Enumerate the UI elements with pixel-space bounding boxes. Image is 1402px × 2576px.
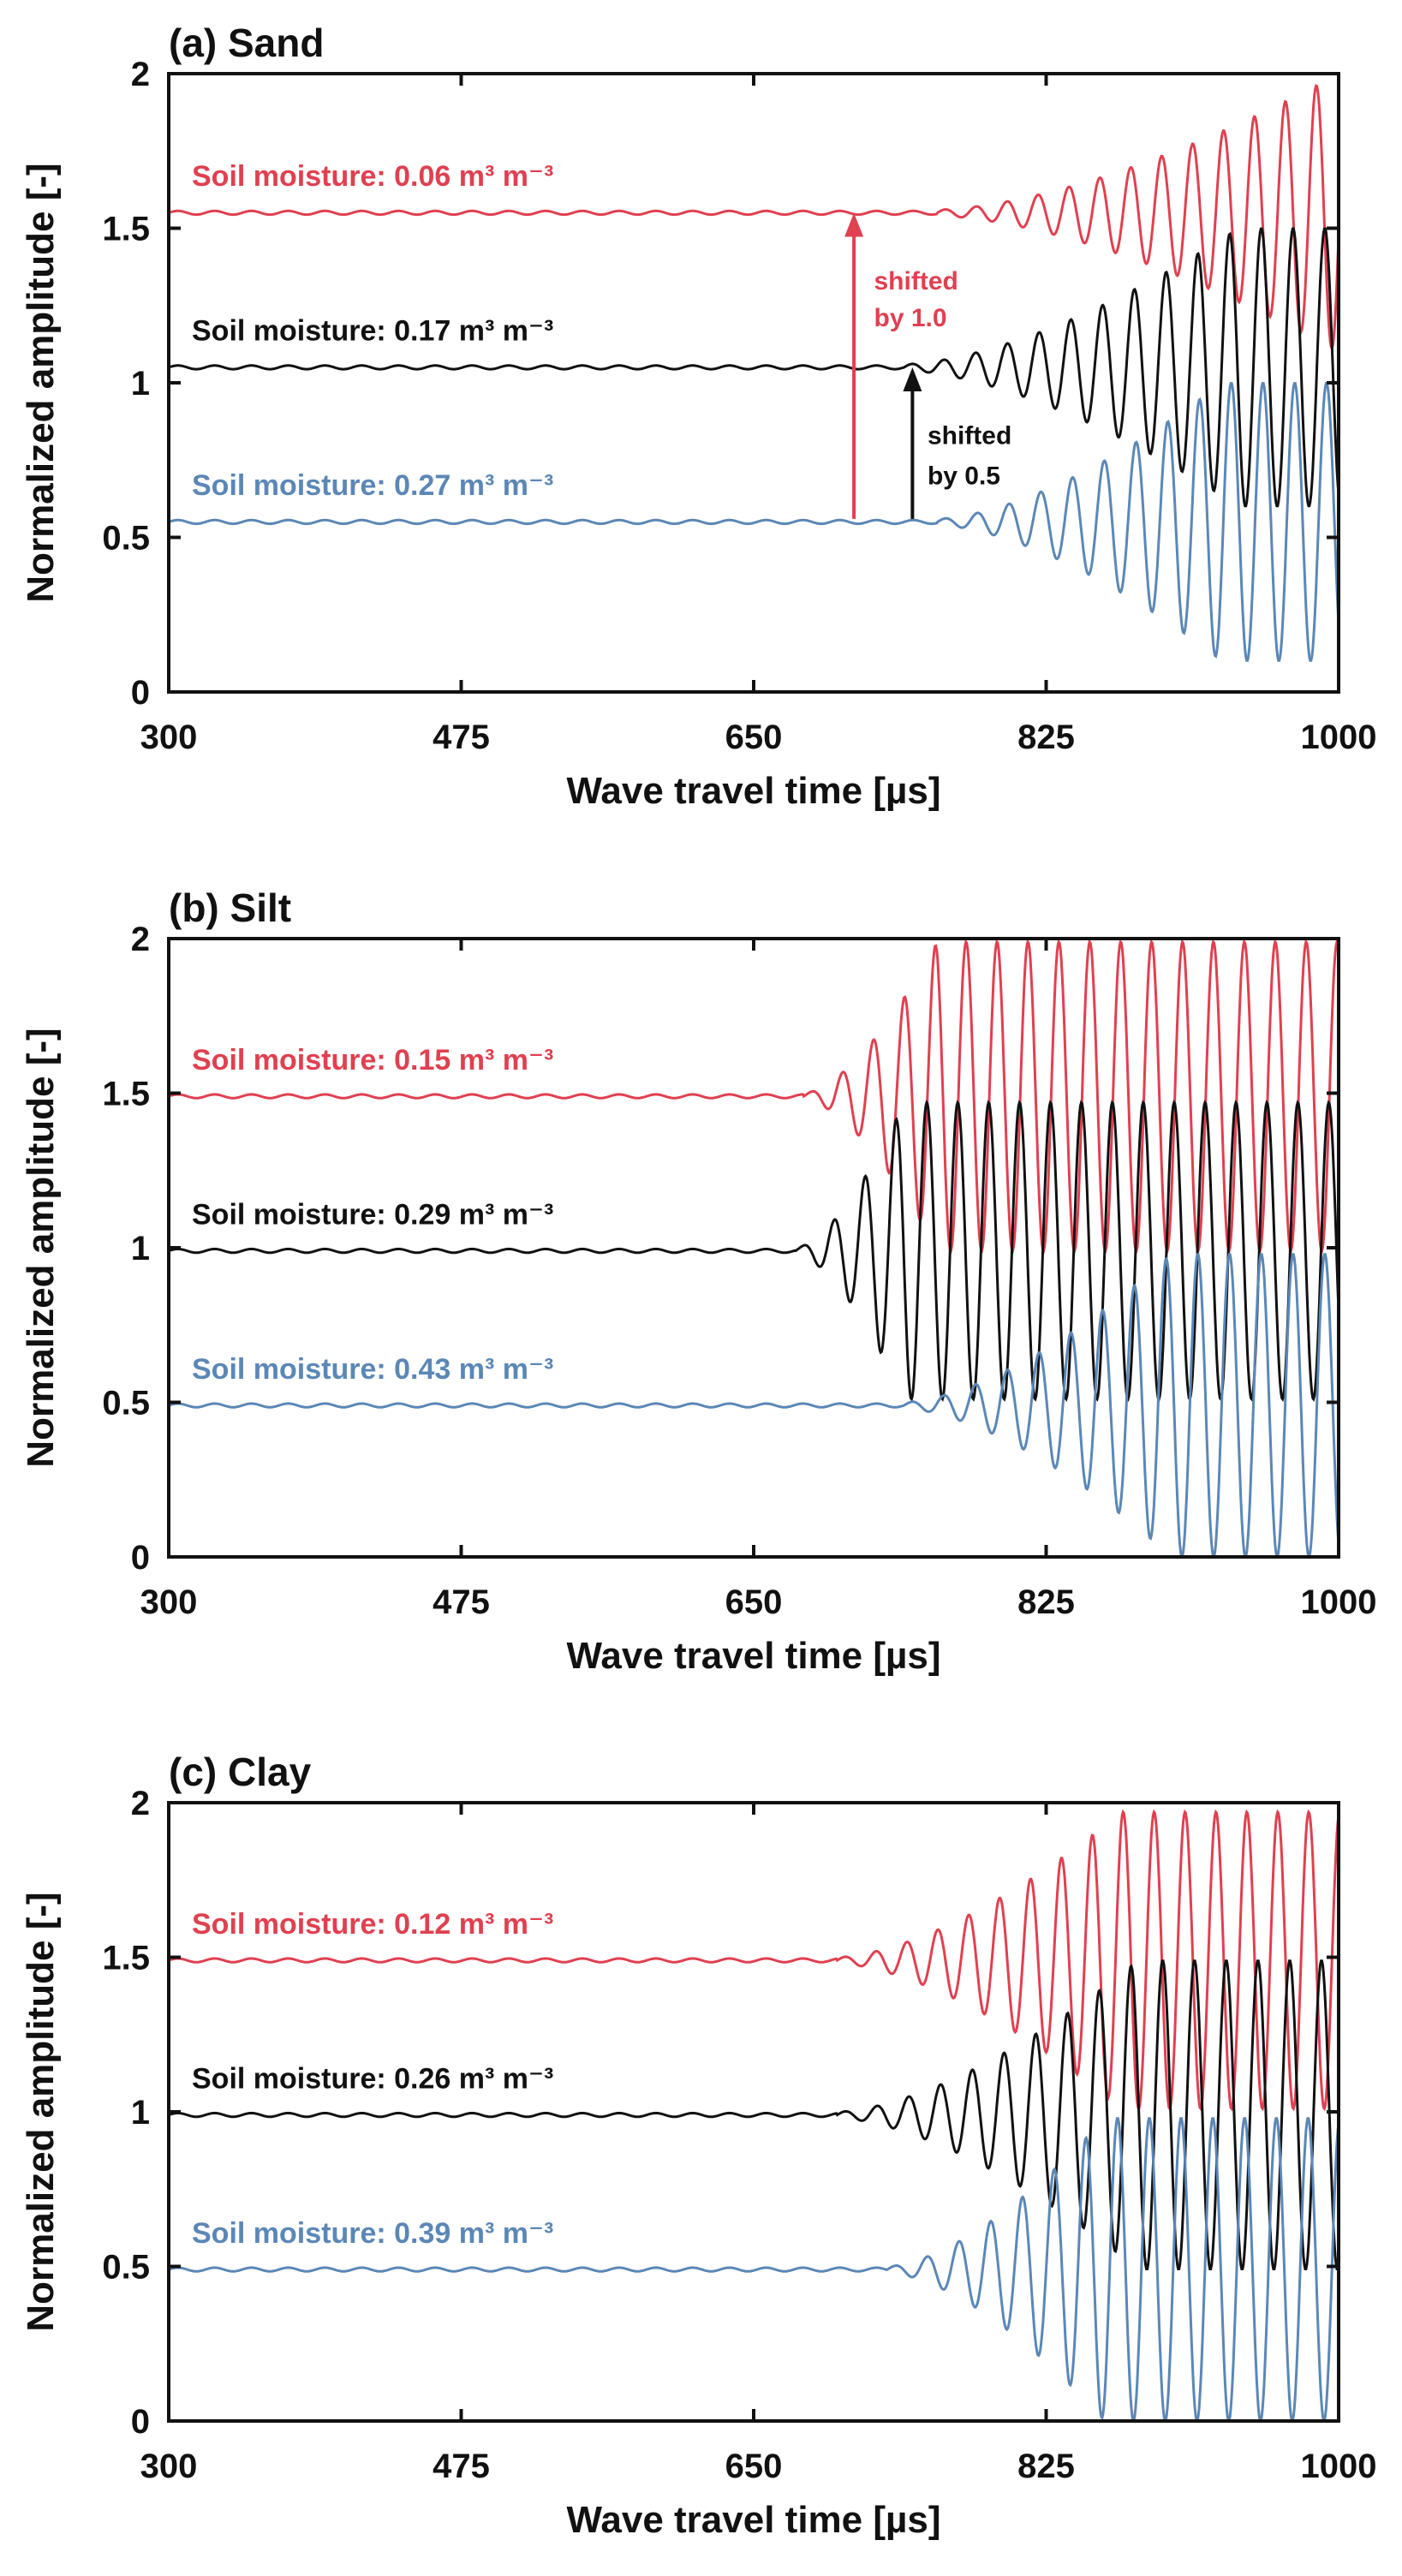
y-tick-label: 2 (131, 1785, 150, 1822)
series-name: Soil moisture: 0.27 (192, 469, 450, 502)
series-line-black (169, 1100, 1339, 1403)
series-unit: m³ m⁻³ (459, 469, 554, 502)
series-gap (450, 469, 458, 502)
series-label-red: Soil moisture: 0.06 m³ m⁻³ (192, 160, 553, 193)
axes-frame (167, 937, 1340, 1559)
series-group (169, 1809, 1339, 2421)
series-gap (450, 2217, 458, 2250)
series-gap (450, 2062, 458, 2095)
series-line-blue (169, 382, 1339, 662)
series-line-blue (169, 1253, 1339, 1557)
series-label-black: Soil moisture: 0.17 m³ m⁻³ (192, 315, 553, 348)
series-gap (450, 1044, 458, 1076)
series-line-red (169, 83, 1339, 351)
x-axis-title: Wave travel time [µs] (567, 1635, 941, 1677)
shift-arrow-head (903, 367, 922, 391)
series-gap (450, 160, 458, 193)
x-tick-label: 650 (725, 1583, 783, 1621)
series-label-blue: Soil moisture: 0.27 m³ m⁻³ (192, 469, 553, 502)
x-tick-label: 825 (1017, 1583, 1075, 1621)
series-line-black (169, 227, 1339, 508)
series-name: Soil moisture: 0.12 (192, 1908, 450, 1941)
y-tick-label: 0.5 (102, 520, 150, 558)
y-tick-label: 0.5 (102, 2249, 150, 2287)
x-tick-label: 475 (433, 2448, 490, 2485)
shift-annotation-text: shifted (928, 421, 1011, 450)
panel-sand: 0 0.5 1 1.5 2 300 475 650 825 1000 Wave travel tim… (20, 21, 1376, 812)
series-line-red (169, 1809, 1339, 2112)
series-unit: m³ m⁻³ (459, 1908, 554, 1941)
x-tick-label: 1000 (1301, 1583, 1377, 1621)
y-tick-label: 1.5 (102, 1076, 150, 1113)
x-tick-label: 475 (433, 1583, 490, 1621)
y-tick-label: 1 (131, 2094, 150, 2132)
y-tick-label: 0.5 (102, 1385, 150, 1422)
series-name: Soil moisture: 0.15 (192, 1044, 450, 1076)
y-tick-label: 2 (131, 56, 150, 93)
x-tick-label: 825 (1017, 719, 1075, 756)
series-label-blue: Soil moisture: 0.39 m³ m⁻³ (192, 2217, 553, 2250)
x-tick-label: 825 (1017, 2448, 1075, 2485)
series-group (169, 83, 1339, 662)
x-tick-label: 300 (140, 719, 198, 756)
axes-frame (167, 1801, 1340, 2423)
shift-annotation-text: shifted (874, 267, 958, 295)
series-line-blue (169, 2117, 1339, 2421)
series-name: Soil moisture: 0.26 (192, 2062, 450, 2095)
series-gap (450, 315, 458, 348)
shift-annotation-text: by 0.5 (928, 462, 1000, 490)
x-tick-label: 300 (140, 1583, 198, 1621)
series-group (169, 939, 1339, 1557)
y-tick-label: 0 (131, 2403, 150, 2441)
x-axis-title: Wave travel time [µs] (567, 2499, 941, 2541)
series-name: Soil moisture: 0.39 (192, 2217, 450, 2250)
series-label-red: Soil moisture: 0.12 m³ m⁻³ (192, 1908, 553, 1941)
x-tick-label: 475 (433, 719, 490, 756)
x-tick-label: 1000 (1301, 2448, 1377, 2485)
panel-title: (a) Sand (169, 21, 324, 65)
y-axis-title: Normalized amplitude [-] (20, 1028, 62, 1467)
panel-clay: 0 0.5 1 1.5 2 300 475 650 825 1000 Wave travel tim… (20, 1750, 1376, 2541)
shift-annotation-text: by 1.0 (874, 304, 947, 332)
series-gap (450, 1908, 458, 1941)
series-gap (450, 1198, 458, 1231)
y-axis-title: Normalized amplitude [-] (20, 1892, 62, 2331)
series-unit: m³ m⁻³ (459, 1044, 554, 1076)
panel-silt: 0 0.5 1 1.5 2 300 475 650 825 1000 Wave travel tim… (20, 886, 1376, 1677)
y-tick-label: 1 (131, 1230, 150, 1267)
x-axis-title: Wave travel time [µs] (567, 770, 941, 812)
y-tick-label: 1 (131, 365, 150, 402)
y-tick-label: 0 (131, 1539, 150, 1577)
series-label-blue: Soil moisture: 0.43 m³ m⁻³ (192, 1353, 553, 1386)
x-tick-label: 650 (725, 719, 783, 756)
series-label-black: Soil moisture: 0.26 m³ m⁻³ (192, 2062, 553, 2095)
series-unit: m³ m⁻³ (459, 2217, 554, 2250)
y-axis-title: Normalized amplitude [-] (20, 163, 62, 602)
series-label-red: Soil moisture: 0.15 m³ m⁻³ (192, 1044, 553, 1076)
series-unit: m³ m⁻³ (459, 160, 554, 193)
series-name: Soil moisture: 0.29 (192, 1198, 450, 1231)
series-unit: m³ m⁻³ (459, 315, 554, 348)
panel-title: (b) Silt (169, 886, 291, 930)
x-tick-label: 1000 (1301, 719, 1377, 756)
y-tick-label: 1.5 (102, 211, 150, 248)
y-tick-label: 0 (131, 674, 150, 712)
panel-title: (c) Clay (169, 1750, 312, 1794)
series-name: Soil moisture: 0.06 (192, 160, 450, 193)
x-tick-label: 650 (725, 2448, 783, 2485)
y-tick-label: 1.5 (102, 1940, 150, 1977)
series-gap (450, 1353, 458, 1386)
y-tick-label: 2 (131, 921, 150, 958)
series-name: Soil moisture: 0.43 (192, 1353, 450, 1386)
series-unit: m³ m⁻³ (459, 1198, 554, 1231)
series-name: Soil moisture: 0.17 (192, 315, 450, 348)
shift-arrow-head (844, 212, 864, 237)
series-label-black: Soil moisture: 0.29 m³ m⁻³ (192, 1198, 553, 1231)
x-tick-label: 300 (140, 2448, 198, 2485)
series-unit: m³ m⁻³ (459, 1353, 554, 1386)
series-unit: m³ m⁻³ (459, 2062, 554, 2095)
